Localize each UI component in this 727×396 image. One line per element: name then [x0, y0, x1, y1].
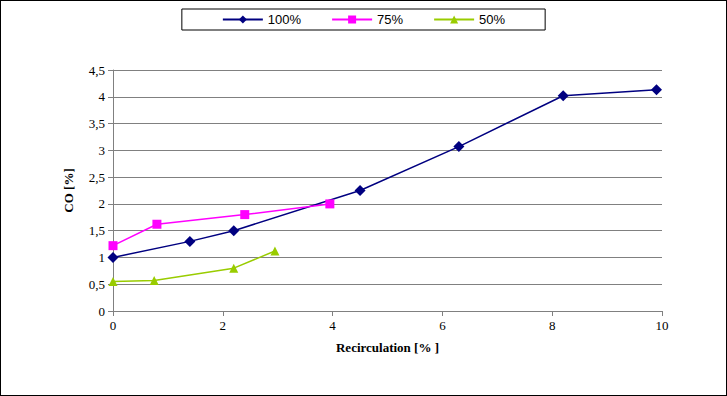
- svg-text:Recirculation [% ]: Recirculation [% ]: [336, 340, 439, 355]
- svg-text:0,5: 0,5: [89, 277, 105, 292]
- svg-text:1: 1: [99, 250, 106, 265]
- svg-text:0: 0: [110, 318, 117, 333]
- svg-text:8: 8: [549, 318, 556, 333]
- svg-text:2: 2: [99, 196, 106, 211]
- svg-text:1,5: 1,5: [89, 223, 105, 238]
- svg-text:4,5: 4,5: [89, 63, 105, 78]
- svg-text:6: 6: [439, 318, 446, 333]
- svg-text:0: 0: [99, 304, 106, 319]
- svg-text:3,5: 3,5: [89, 116, 105, 131]
- svg-text:50%: 50%: [479, 12, 505, 27]
- svg-text:CO [%]: CO [%]: [61, 168, 76, 212]
- svg-text:4: 4: [99, 89, 106, 104]
- svg-text:3: 3: [99, 143, 106, 158]
- svg-text:2,5: 2,5: [89, 170, 105, 185]
- svg-text:100%: 100%: [268, 12, 302, 27]
- svg-text:4: 4: [329, 318, 336, 333]
- svg-text:2: 2: [220, 318, 227, 333]
- svg-text:75%: 75%: [377, 12, 403, 27]
- svg-text:10: 10: [656, 318, 669, 333]
